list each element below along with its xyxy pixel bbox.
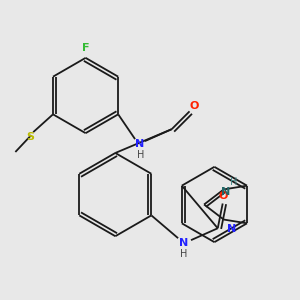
Text: H: H xyxy=(180,249,188,259)
Text: N: N xyxy=(179,238,189,248)
Text: O: O xyxy=(218,190,227,201)
Text: H: H xyxy=(137,150,145,160)
Text: N: N xyxy=(135,139,145,149)
Text: H: H xyxy=(230,176,237,187)
Text: O: O xyxy=(190,101,199,111)
Text: S: S xyxy=(26,132,34,142)
Text: F: F xyxy=(82,43,89,53)
Text: N: N xyxy=(227,224,236,235)
Text: N: N xyxy=(221,188,230,197)
